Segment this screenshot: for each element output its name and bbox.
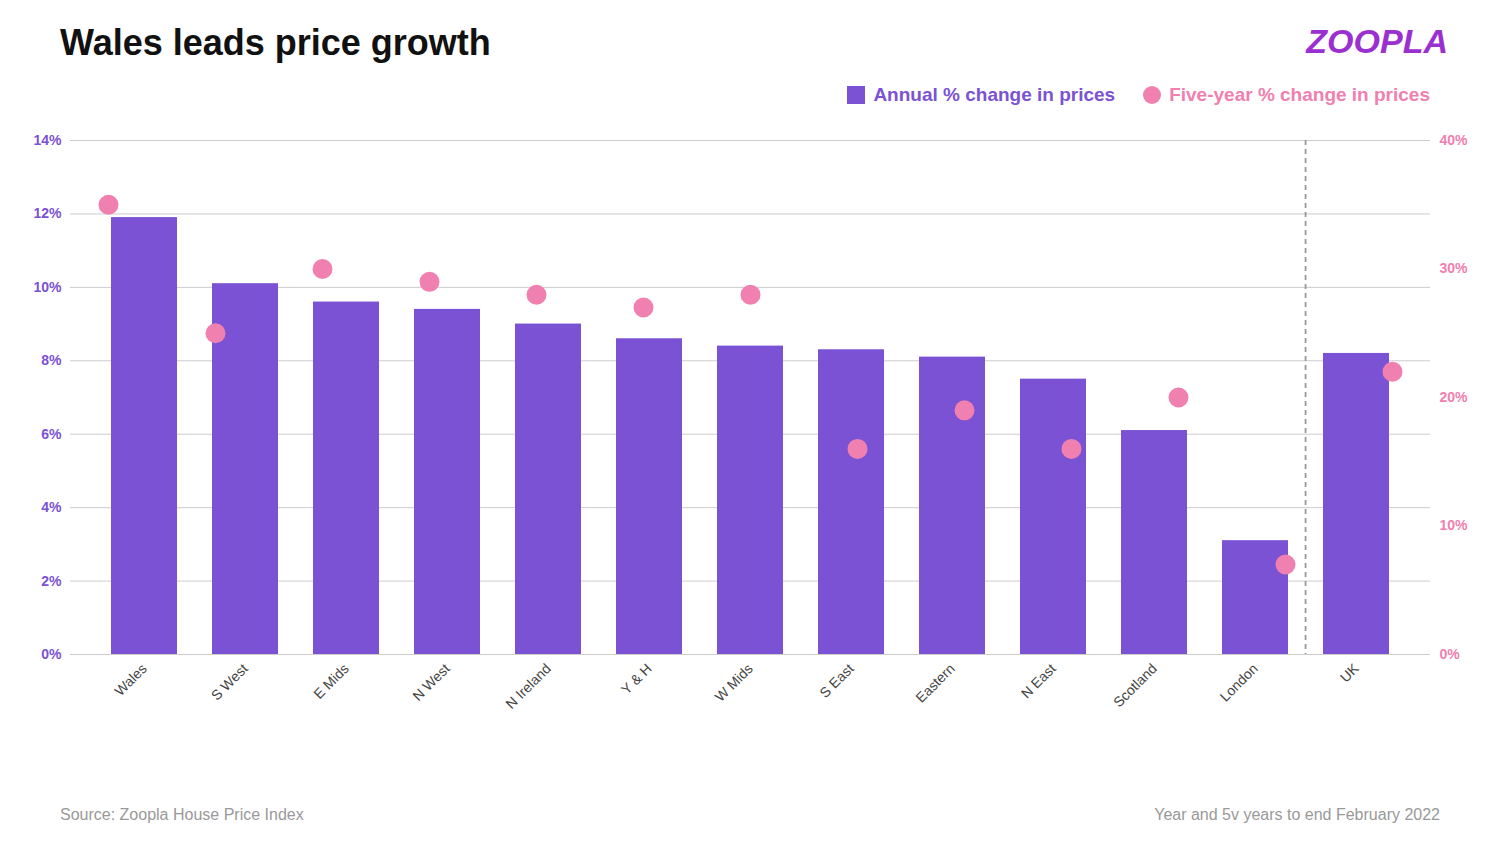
html-text:Five-year % change in prices: Five-year % change in prices (1169, 84, 1430, 105)
html-text:Annual % change in prices: Annual % change in prices (873, 84, 1116, 105)
html-text:Source: Zoopla House Price Ind: Source: Zoopla House Price Index (60, 806, 304, 823)
svg-text:W Mids: W Mids (711, 660, 755, 704)
svg-text:40%: 40% (1440, 132, 1469, 148)
svg-text:0%: 0% (41, 646, 62, 662)
svg-text:E Mids: E Mids (310, 660, 352, 702)
html-text:Year and 5v years to end Febru: Year and 5v years to end February 2022 (1154, 806, 1440, 823)
svg-text:8%: 8% (41, 352, 62, 368)
svg-text:N East: N East (1018, 660, 1059, 701)
svg-text:30%: 30% (1440, 260, 1469, 276)
svg-text:0%: 0% (1440, 646, 1461, 662)
svg-text:N West: N West (409, 660, 453, 704)
svg-text:Eastern: Eastern (912, 660, 957, 705)
svg-text:S East: S East (816, 660, 857, 701)
svg-text:14%: 14% (33, 132, 62, 148)
svg-text:6%: 6% (41, 426, 62, 442)
svg-text:UK: UK (1337, 660, 1363, 686)
svg-text:London: London (1216, 660, 1260, 704)
svg-text:10%: 10% (33, 279, 62, 295)
svg-text:4%: 4% (41, 499, 62, 515)
svg-text:Scotland: Scotland (1110, 660, 1160, 710)
svg-text:N Ireland: N Ireland (502, 660, 553, 711)
svg-text:12%: 12% (33, 205, 62, 221)
svg-text:20%: 20% (1440, 389, 1469, 405)
svg-text:2%: 2% (41, 573, 62, 589)
svg-text:10%: 10% (1440, 517, 1469, 533)
svg-text:Wales: Wales (111, 660, 149, 698)
html-text:Wales leads price growth: Wales leads price growth (60, 22, 491, 63)
html-text:ZOOPLA: ZOOPLA (1306, 22, 1448, 60)
svg-text:S West: S West (208, 660, 251, 703)
svg-text:Y & H: Y & H (618, 660, 655, 697)
